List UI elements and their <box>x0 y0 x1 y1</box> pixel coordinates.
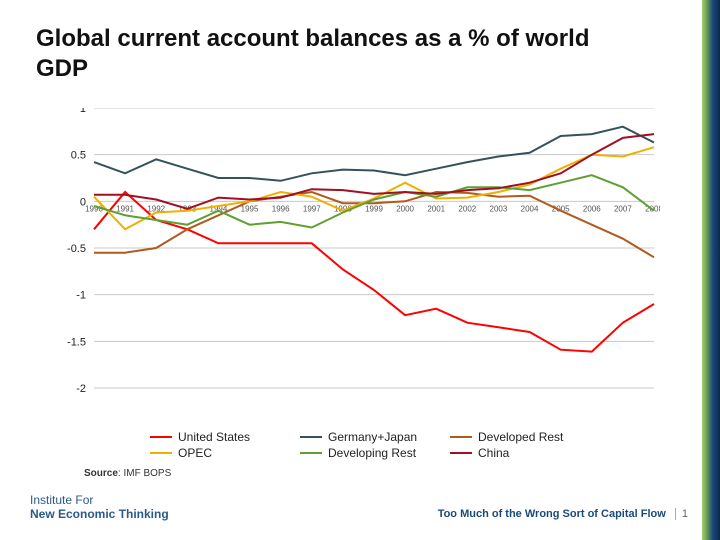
legend-item: OPEC <box>150 446 300 460</box>
page-number: 1 <box>675 508 688 520</box>
svg-text:2000: 2000 <box>396 204 414 213</box>
svg-text:1996: 1996 <box>272 204 290 213</box>
source-text: Source: IMF BOPS <box>84 468 171 479</box>
legend-swatch <box>150 452 172 454</box>
svg-text:1999: 1999 <box>365 204 383 213</box>
right-gradient-bar <box>702 0 720 540</box>
svg-text:2001: 2001 <box>427 204 445 213</box>
legend-swatch <box>300 436 322 438</box>
legend-swatch <box>150 436 172 438</box>
footer-org-line1: Institute For <box>30 494 169 508</box>
svg-text:2003: 2003 <box>490 204 508 213</box>
legend-label: United States <box>178 430 250 444</box>
chart-legend: United States Germany+Japan Developed Rest… <box>150 430 630 462</box>
chart-svg: -2-1.5-1-0.500.5119901991199219931994199… <box>40 108 660 408</box>
footer-org: Institute For New Economic Thinking <box>30 494 169 522</box>
legend-swatch <box>300 452 322 454</box>
svg-text:2007: 2007 <box>614 204 632 213</box>
legend-label: OPEC <box>178 446 212 460</box>
legend-item: Germany+Japan <box>300 430 450 444</box>
svg-text:2006: 2006 <box>583 204 601 213</box>
legend-item: United States <box>150 430 300 444</box>
svg-text:1995: 1995 <box>241 204 259 213</box>
svg-text:-1: -1 <box>76 290 86 302</box>
line-chart: -2-1.5-1-0.500.5119901991199219931994199… <box>40 108 660 428</box>
svg-text:-1.5: -1.5 <box>67 336 86 348</box>
legend-item: China <box>450 446 600 460</box>
chart-title: Global current account balances as a % o… <box>36 24 596 84</box>
svg-text:-0.5: -0.5 <box>67 243 86 255</box>
legend-label: Developing Rest <box>328 446 416 460</box>
footer-caption: Too Much of the Wrong Sort of Capital Fl… <box>438 508 688 520</box>
svg-text:2004: 2004 <box>521 204 539 213</box>
legend-label: Developed Rest <box>478 430 563 444</box>
svg-text:-2: -2 <box>76 383 86 395</box>
svg-text:0.5: 0.5 <box>71 150 86 162</box>
legend-label: Germany+Japan <box>328 430 417 444</box>
legend-swatch <box>450 436 472 438</box>
footer-caption-text: Too Much of the Wrong Sort of Capital Fl… <box>438 508 666 520</box>
legend-swatch <box>450 452 472 454</box>
footer-org-line2: New Economic Thinking <box>30 508 169 522</box>
svg-text:1991: 1991 <box>116 204 134 213</box>
svg-text:2002: 2002 <box>458 204 476 213</box>
svg-text:1997: 1997 <box>303 204 321 213</box>
legend-label: China <box>478 446 509 460</box>
legend-item: Developed Rest <box>450 430 600 444</box>
legend-item: Developing Rest <box>300 446 450 460</box>
svg-text:2005: 2005 <box>552 204 570 213</box>
svg-text:1: 1 <box>80 108 86 115</box>
